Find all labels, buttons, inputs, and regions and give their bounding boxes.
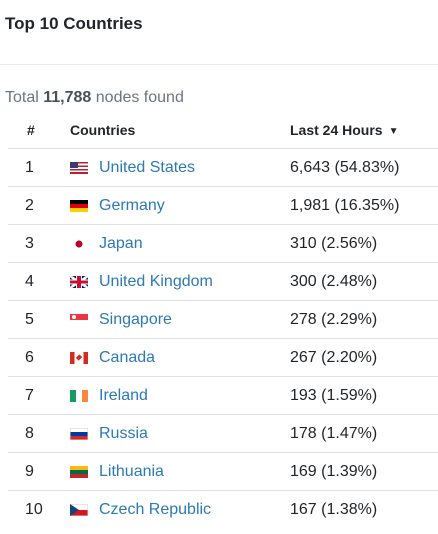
table-row: 9 Lithuania 169 (1.39%) — [8, 452, 438, 491]
rank-cell: 8 — [8, 414, 70, 453]
country-link-united-states[interactable]: United States — [99, 158, 196, 176]
ru-flag-icon — [70, 427, 88, 440]
card-title: Top 10 Countries — [5, 14, 143, 33]
rank-cell: 5 — [8, 300, 70, 339]
table-row: 7 Ireland 193 (1.59%) — [8, 376, 438, 415]
rank-cell: 9 — [8, 452, 70, 491]
country-cell: Japan — [70, 224, 290, 263]
country-link-germany[interactable]: Germany — [99, 196, 165, 214]
table-row: 10 Czech Republic 167 (1.38%) — [8, 491, 438, 529]
rank-header: # — [8, 112, 70, 149]
total-suffix: nodes found — [95, 89, 184, 106]
ie-flag-icon — [70, 389, 88, 402]
country-cell: United Kingdom — [70, 262, 290, 301]
last-24-hours-cell: 310 (2.56%) — [290, 224, 438, 263]
country-link-ireland[interactable]: Ireland — [99, 386, 148, 404]
country-cell: Canada — [70, 338, 290, 377]
jp-flag-icon — [70, 237, 88, 250]
last-24-hours-cell: 178 (1.47%) — [290, 414, 438, 453]
rank-cell: 3 — [8, 224, 70, 263]
table-row: 1 United States 6,643 (54.83%) — [8, 148, 438, 187]
country-link-united-kingdom[interactable]: United Kingdom — [99, 272, 213, 290]
total-count: 11,788 — [43, 89, 92, 106]
rank-cell: 6 — [8, 338, 70, 377]
country-link-lithuania[interactable]: Lithuania — [99, 462, 164, 480]
last-24-hours-header[interactable]: Last 24 Hours ▼ — [290, 112, 438, 149]
gb-flag-icon — [70, 275, 88, 288]
card-header: Top 10 Countries — [0, 0, 438, 65]
total-summary: Total 11,788 nodes found — [5, 89, 184, 107]
table-row: 4 United Kingdom 300 (2.48%) — [8, 262, 438, 301]
country-cell: Ireland — [70, 376, 290, 415]
de-flag-icon — [70, 199, 88, 212]
last-24-hours-cell: 6,643 (54.83%) — [290, 148, 438, 187]
table-row: 8 Russia 178 (1.47%) — [8, 414, 438, 453]
country-cell: Czech Republic — [70, 491, 290, 529]
country-cell: Germany — [70, 186, 290, 225]
last-24-hours-cell: 267 (2.20%) — [290, 338, 438, 377]
caret-down-icon[interactable]: ▼ — [388, 126, 399, 137]
country-cell: Singapore — [70, 300, 290, 339]
lt-flag-icon — [70, 465, 88, 478]
table-row: 5 Singapore 278 (2.29%) — [8, 300, 438, 339]
country-link-singapore[interactable]: Singapore — [99, 310, 172, 328]
country-cell: Russia — [70, 414, 290, 453]
country-link-japan[interactable]: Japan — [99, 234, 143, 252]
ca-flag-icon — [70, 351, 88, 364]
total-prefix: Total — [5, 89, 39, 106]
last-24-hours-cell: 167 (1.38%) — [290, 500, 378, 518]
table-row: 3 Japan 310 (2.56%) — [8, 224, 438, 263]
table-header-row: # Countries Last 24 Hours ▼ — [8, 112, 438, 149]
country-cell: United States — [70, 148, 290, 187]
rank-cell: 2 — [8, 186, 70, 225]
last-24-hours-label: Last 24 Hours — [290, 122, 383, 138]
country-link-czech-republic[interactable]: Czech Republic — [99, 500, 212, 518]
last-24-hours-cell: 1,981 (16.35%) — [290, 186, 438, 225]
rank-cell: 7 — [8, 376, 70, 415]
rank-cell: 1 — [8, 148, 70, 187]
country-link-russia[interactable]: Russia — [99, 424, 148, 442]
last-24-hours-cell: 169 (1.39%) — [290, 452, 438, 491]
countries-table: # Countries Last 24 Hours ▼ 1 United Stat… — [8, 112, 438, 528]
country-link-canada[interactable]: Canada — [99, 348, 156, 366]
country-cell: Lithuania — [70, 452, 290, 491]
cz-flag-icon — [70, 503, 88, 516]
sg-flag-icon — [70, 313, 88, 326]
countries-header[interactable]: Countries — [70, 112, 290, 149]
us-flag-icon — [70, 161, 88, 174]
last-24-hours-cell: 278 (2.29%) — [290, 300, 438, 339]
last-24-hours-cell: 300 (2.48%) — [290, 262, 438, 301]
table-row: 6 Canada 267 (2.20%) — [8, 338, 438, 377]
table-row: 2 Germany 1,981 (16.35%) — [8, 186, 438, 225]
last-24-hours-cell: 193 (1.59%) — [290, 376, 438, 415]
rank-cell: 10 — [25, 500, 43, 518]
rank-cell: 4 — [8, 262, 70, 301]
